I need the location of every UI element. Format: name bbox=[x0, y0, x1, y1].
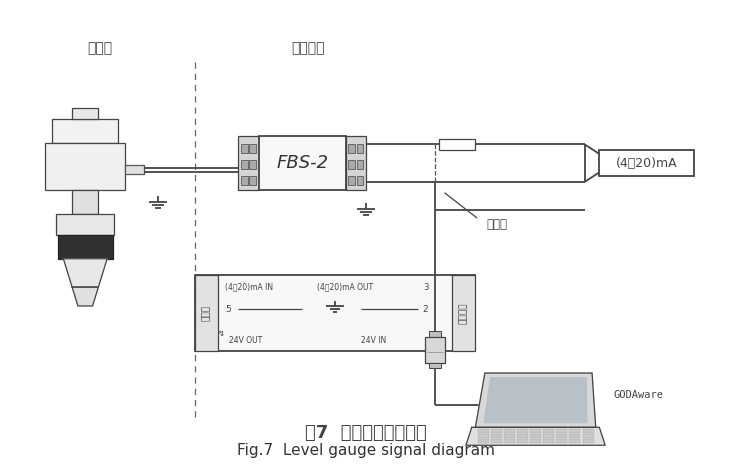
Bar bbox=[356, 160, 363, 169]
Bar bbox=[250, 160, 256, 169]
Text: (4～20)mA IN: (4～20)mA IN bbox=[225, 283, 273, 292]
Text: 非防爆区: 非防爆区 bbox=[291, 42, 324, 56]
Bar bbox=[242, 176, 248, 185]
Bar bbox=[250, 176, 256, 185]
Bar bbox=[72, 108, 98, 119]
Bar bbox=[583, 434, 594, 438]
Text: 5: 5 bbox=[225, 305, 231, 314]
Polygon shape bbox=[72, 287, 98, 306]
Bar bbox=[430, 362, 441, 368]
Polygon shape bbox=[475, 373, 596, 428]
Bar bbox=[195, 276, 475, 351]
Bar bbox=[56, 214, 114, 235]
Bar bbox=[504, 434, 515, 438]
Bar bbox=[543, 439, 554, 443]
Text: GODAware: GODAware bbox=[614, 390, 664, 400]
Text: Fig.7  Level gauge signal diagram: Fig.7 Level gauge signal diagram bbox=[237, 444, 495, 458]
Bar bbox=[556, 439, 567, 443]
Text: 24V IN: 24V IN bbox=[362, 336, 386, 345]
Bar bbox=[569, 439, 580, 443]
Polygon shape bbox=[466, 428, 605, 445]
Bar bbox=[600, 150, 694, 176]
Bar bbox=[452, 276, 475, 351]
Bar bbox=[504, 429, 515, 433]
Bar bbox=[583, 429, 594, 433]
Bar bbox=[517, 434, 528, 438]
Bar bbox=[348, 160, 355, 169]
Bar bbox=[477, 434, 488, 438]
Text: (4～20)mA: (4～20)mA bbox=[616, 157, 678, 170]
Text: 2: 2 bbox=[423, 305, 428, 314]
Text: 非本安端: 非本安端 bbox=[459, 302, 468, 324]
Bar bbox=[543, 429, 554, 433]
Text: 24V OUT: 24V OUT bbox=[229, 336, 262, 345]
Text: 本安端: 本安端 bbox=[202, 305, 211, 321]
Bar bbox=[45, 143, 125, 190]
Bar bbox=[490, 434, 501, 438]
Bar bbox=[569, 434, 580, 438]
Bar bbox=[583, 439, 594, 443]
Bar bbox=[242, 160, 248, 169]
Text: ↯: ↯ bbox=[218, 329, 225, 338]
Bar bbox=[569, 429, 580, 433]
Bar bbox=[58, 235, 113, 259]
Bar bbox=[348, 144, 355, 152]
Bar bbox=[356, 176, 363, 185]
Text: 防爆区: 防爆区 bbox=[87, 42, 113, 56]
Bar bbox=[543, 434, 554, 438]
Bar bbox=[250, 144, 256, 152]
Bar bbox=[439, 139, 475, 150]
Bar bbox=[239, 136, 259, 190]
Bar bbox=[346, 136, 366, 190]
Bar bbox=[556, 429, 567, 433]
Bar bbox=[125, 165, 143, 174]
Bar bbox=[490, 439, 501, 443]
Bar bbox=[53, 119, 118, 143]
Bar bbox=[530, 429, 541, 433]
Bar bbox=[195, 276, 218, 351]
Text: 二选一: 二选一 bbox=[486, 218, 507, 231]
Text: 图7  液位计信号示意图: 图7 液位计信号示意图 bbox=[305, 425, 427, 443]
Bar bbox=[242, 144, 248, 152]
Bar bbox=[490, 429, 501, 433]
Bar bbox=[530, 434, 541, 438]
Bar bbox=[72, 190, 98, 214]
Polygon shape bbox=[484, 378, 587, 423]
Bar bbox=[504, 439, 515, 443]
Bar bbox=[517, 439, 528, 443]
Bar bbox=[530, 439, 541, 443]
Bar bbox=[356, 144, 363, 152]
Text: (4～20)mA OUT: (4～20)mA OUT bbox=[318, 283, 373, 292]
Bar bbox=[477, 439, 488, 443]
Bar bbox=[556, 434, 567, 438]
Bar bbox=[430, 331, 441, 337]
Bar bbox=[348, 176, 355, 185]
Bar bbox=[425, 337, 446, 362]
Text: 3: 3 bbox=[423, 283, 428, 292]
Text: FBS-2: FBS-2 bbox=[276, 154, 328, 172]
Bar bbox=[259, 136, 346, 190]
Bar bbox=[517, 429, 528, 433]
Bar bbox=[477, 429, 488, 433]
Polygon shape bbox=[64, 259, 107, 287]
